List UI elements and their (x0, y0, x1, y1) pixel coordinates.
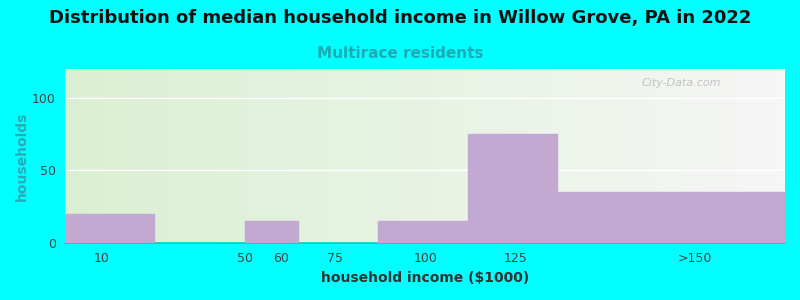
Y-axis label: households: households (15, 111, 29, 200)
Bar (246, 221, 299, 243)
Text: Distribution of median household income in Willow Grove, PA in 2022: Distribution of median household income … (49, 9, 751, 27)
Text: Multirace residents: Multirace residents (317, 46, 483, 62)
Bar (378, 221, 468, 243)
Bar (468, 134, 558, 243)
X-axis label: household income ($1000): household income ($1000) (321, 271, 530, 285)
Text: City-Data.com: City-Data.com (641, 78, 721, 88)
Bar (558, 192, 785, 243)
Bar (66, 214, 155, 243)
